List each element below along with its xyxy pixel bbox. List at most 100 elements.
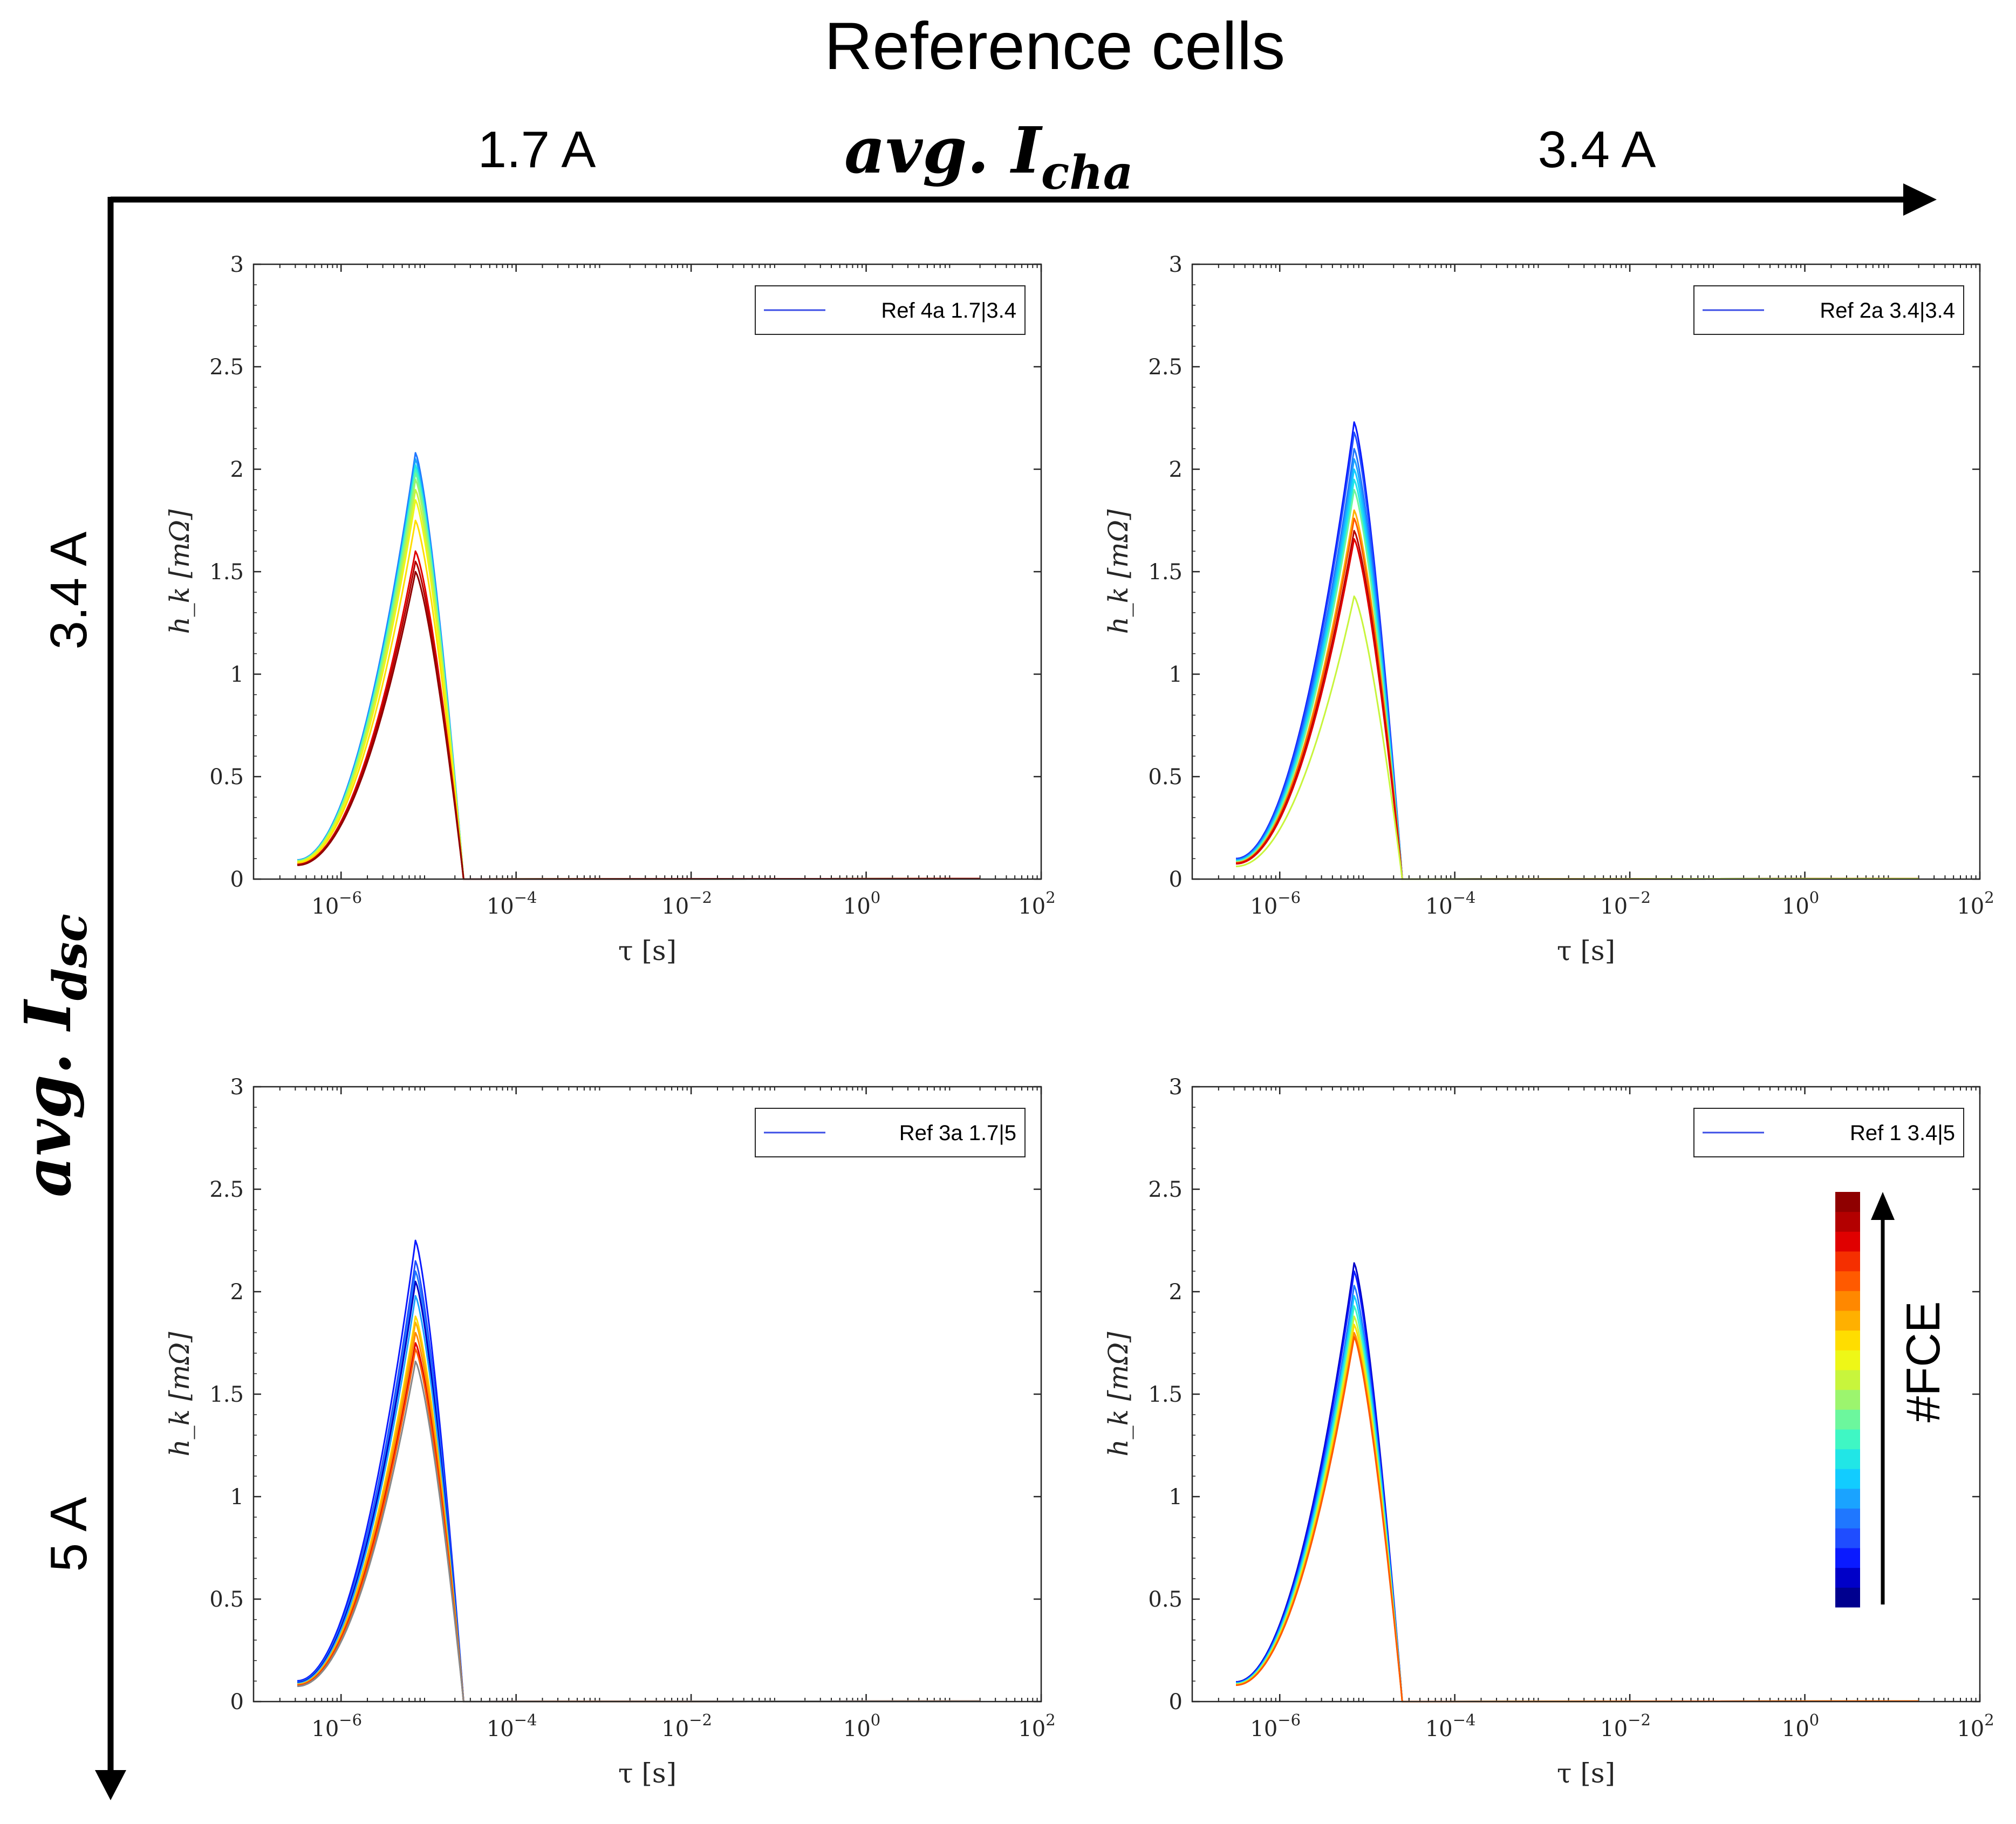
x-tick-exponent: 2 — [1984, 1711, 1994, 1729]
y-axis-label: h_k [mΩ] — [164, 509, 195, 634]
series-line — [297, 571, 980, 880]
left-axis-label-sub: dsc — [43, 914, 98, 1000]
colorbar-segment — [1835, 1489, 1860, 1509]
series-line — [297, 1239, 980, 1703]
x-tick-exponent: −2 — [689, 888, 712, 907]
series-line — [297, 519, 980, 880]
x-tick-exponent: −2 — [1628, 888, 1651, 907]
x-tick-label: 10−2 — [1600, 888, 1651, 919]
colorbar-segment — [1835, 1251, 1860, 1272]
legend-label: Ref 3a 1.7|5 — [899, 1121, 1016, 1145]
y-tick-label: 1.5 — [1148, 560, 1183, 585]
x-tick-label: 10−2 — [1600, 1711, 1651, 1741]
x-axis-label: τ [s] — [1557, 935, 1615, 966]
y-tick-label: 0.5 — [209, 765, 244, 790]
plot-frame — [1191, 263, 1981, 880]
x-tick-label: 10−6 — [1250, 888, 1301, 919]
top-axis-label-sub: cha — [1041, 146, 1133, 200]
y-tick-label: 0 — [1169, 1690, 1183, 1715]
series-line — [1236, 595, 1919, 880]
left-axis-label: avg. Idsc — [10, 914, 98, 1197]
y-tick-label: 2.5 — [209, 355, 244, 380]
y-tick-label: 1.5 — [209, 560, 244, 585]
series-line — [1236, 1336, 1919, 1703]
colorbar-segment — [1835, 1350, 1860, 1370]
x-tick-label: 100 — [843, 1711, 880, 1741]
legend-label: Ref 1 3.4|5 — [1850, 1121, 1955, 1145]
y-tick-label: 0.5 — [1148, 765, 1183, 790]
x-tick-label: 10−4 — [1425, 1711, 1476, 1741]
plot-area — [1192, 1087, 1980, 1702]
top-axis-label-main: avg. I — [844, 113, 1043, 188]
legend: Ref 4a 1.7|3.4 — [755, 285, 1026, 335]
plot-frame — [252, 1086, 1042, 1703]
y-tick-label: 3 — [230, 252, 244, 277]
y-tick-label: 1 — [230, 1485, 244, 1510]
plot-area — [1192, 264, 1980, 879]
y-tick-label: 2 — [230, 1280, 244, 1305]
x-tick-label: 10−4 — [487, 888, 537, 919]
y-tick-label: 2.5 — [1148, 1177, 1183, 1202]
x-tick-label: 102 — [1957, 1711, 1994, 1741]
y-tick-label: 1 — [230, 662, 244, 687]
legend: Ref 3a 1.7|5 — [755, 1108, 1026, 1157]
x-tick-label: 10−4 — [1425, 888, 1476, 919]
colorbar-segment — [1835, 1389, 1860, 1410]
y-tick-label: 1.5 — [209, 1382, 244, 1407]
legend: Ref 2a 3.4|3.4 — [1693, 285, 1964, 335]
x-tick-label: 10−6 — [311, 888, 362, 919]
colorbar-segment — [1835, 1587, 1860, 1608]
y-axis-label: h_k [mΩ] — [164, 1332, 195, 1457]
x-tick-label: 100 — [1782, 1711, 1819, 1741]
x-tick-label: 10−2 — [661, 1711, 712, 1741]
y-tick-label: 0.5 — [1148, 1587, 1183, 1612]
colorbar-segment — [1835, 1330, 1860, 1350]
colorbar-segment — [1835, 1548, 1860, 1568]
legend-label: Ref 2a 3.4|3.4 — [1820, 299, 1955, 323]
y-tick-label: 2.5 — [209, 1177, 244, 1202]
series-line — [1236, 489, 1919, 880]
colorbar-segment — [1835, 1449, 1860, 1469]
x-tick-label: 10−4 — [487, 1711, 537, 1741]
x-tick-exponent: −4 — [514, 1711, 537, 1729]
colorbar-segment — [1835, 1528, 1860, 1548]
y-tick-label: 1.5 — [1148, 1382, 1183, 1407]
x-axis-label: τ [s] — [618, 935, 676, 966]
x-tick-exponent: −2 — [1628, 1711, 1651, 1729]
series-line — [297, 1360, 980, 1703]
x-tick-exponent: −4 — [514, 888, 537, 907]
y-axis-label: h_k [mΩ] — [1103, 1332, 1134, 1457]
y-tick-label: 0 — [230, 867, 244, 892]
colorbar-segment — [1835, 1508, 1860, 1528]
x-tick-label: 10−6 — [311, 1711, 362, 1741]
x-tick-exponent: 0 — [1809, 1711, 1819, 1729]
figure-title: Reference cells — [824, 9, 1286, 84]
y-tick-label: 1 — [1169, 1485, 1183, 1510]
legend: Ref 1 3.4|5 — [1693, 1108, 1964, 1157]
x-tick-exponent: −2 — [689, 1711, 712, 1729]
y-tick-label: 2 — [1169, 1280, 1183, 1305]
colorbar — [1835, 1192, 1860, 1608]
x-tick-exponent: 0 — [1809, 888, 1819, 907]
x-tick-label: 100 — [1782, 888, 1819, 919]
left-axis-top-value: 3.4 A — [40, 532, 98, 650]
x-tick-exponent: −6 — [1277, 888, 1301, 907]
x-tick-label: 102 — [1018, 1711, 1055, 1741]
y-tick-label: 1 — [1169, 662, 1183, 687]
x-tick-exponent: −6 — [339, 1711, 362, 1729]
y-tick-label: 3 — [1169, 252, 1183, 277]
x-tick-exponent: 0 — [871, 1711, 880, 1729]
colorbar-segment — [1835, 1231, 1860, 1252]
series-line — [297, 499, 980, 880]
panel-top-right: 10−6 10−4 10−2 100 102 0 0.5 1 1.5 2 2.5 3 τ [s] h_k … — [1103, 252, 1994, 966]
left-axis-arrow-head — [95, 1770, 126, 1800]
colorbar-segment — [1835, 1192, 1860, 1212]
x-tick-exponent: −4 — [1453, 888, 1476, 907]
top-axis-left-value: 1.7 A — [478, 121, 596, 179]
x-tick-label: 100 — [843, 888, 880, 919]
x-tick-exponent: 0 — [871, 888, 880, 907]
panel-top-left: 10−6 10−4 10−2 100 102 0 0.5 1 1.5 2 2.5 3 τ [s] h_k … — [164, 252, 1056, 966]
y-tick-label: 3 — [1169, 1075, 1183, 1100]
y-axis-label: h_k [mΩ] — [1103, 509, 1134, 634]
top-axis-arrow-head — [1903, 183, 1937, 216]
